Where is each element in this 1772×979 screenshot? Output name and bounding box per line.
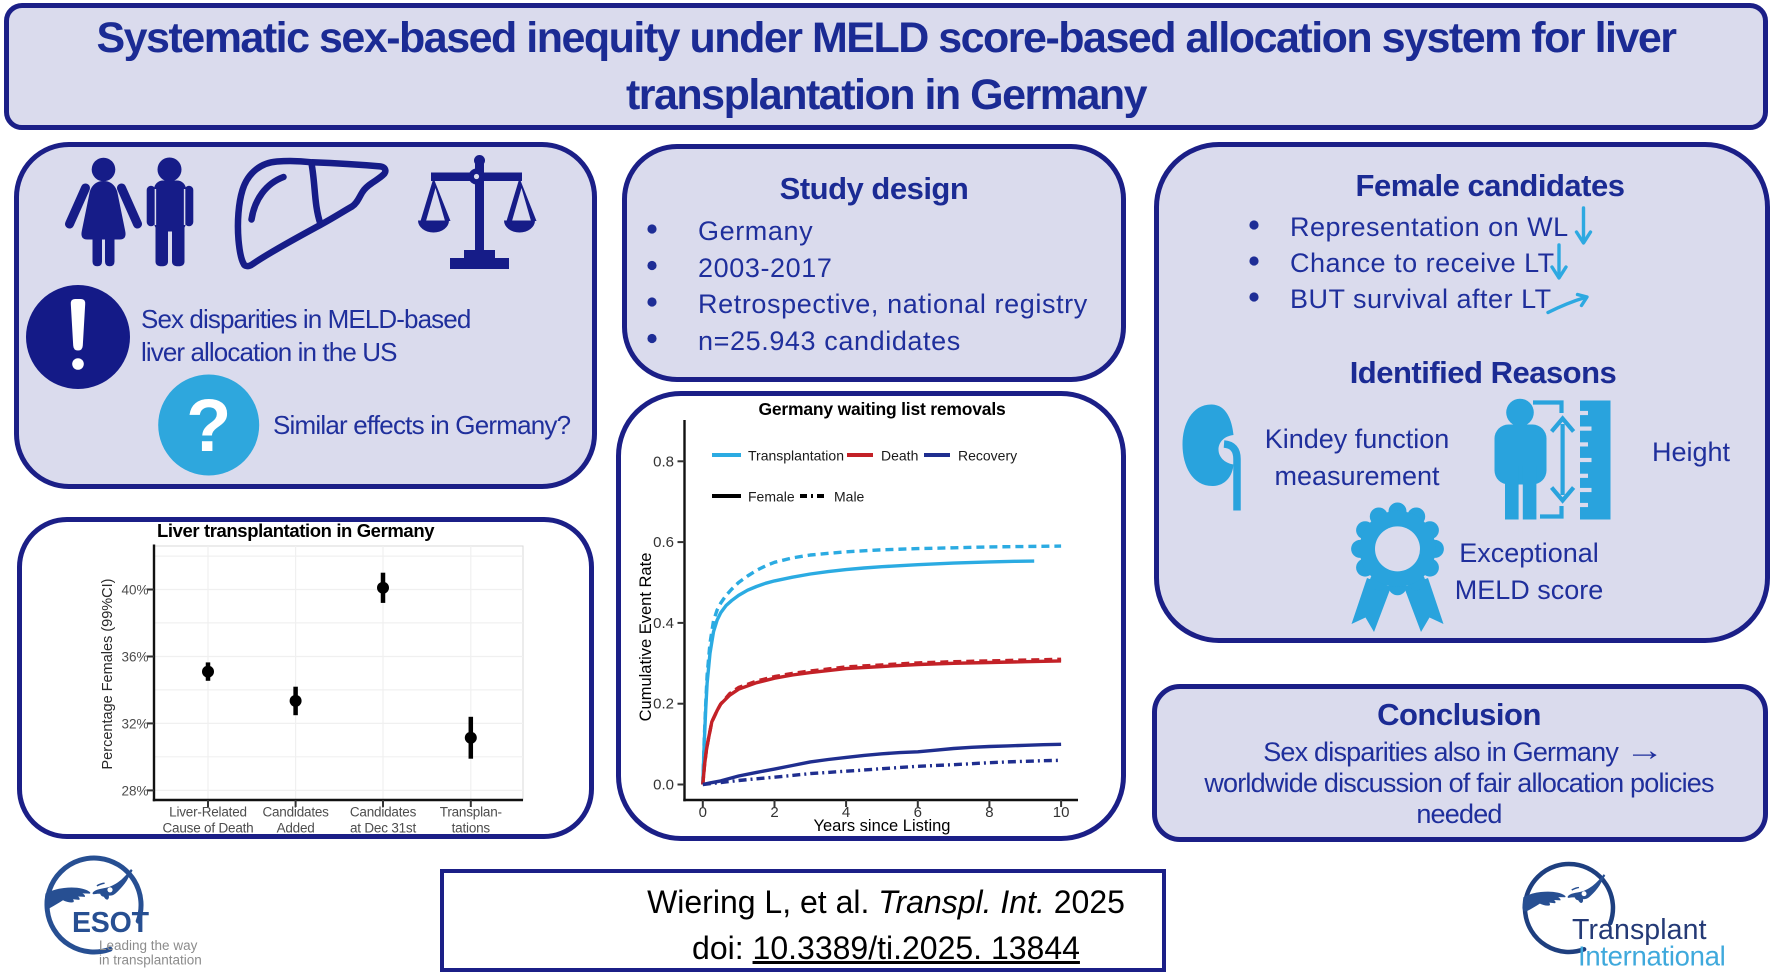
svg-text:Death: Death <box>881 448 918 464</box>
svg-text:Female: Female <box>748 489 795 505</box>
svg-text:Male: Male <box>834 489 865 505</box>
svg-text:Recovery: Recovery <box>958 448 1017 464</box>
svg-text:Liver-Related: Liver-Related <box>169 805 247 820</box>
svg-text:2: 2 <box>770 804 778 821</box>
svg-text:Cumulative Event Rate: Cumulative Event Rate <box>637 553 655 722</box>
svg-text:at Dec 31st: at Dec 31st <box>350 821 417 836</box>
svg-text:10: 10 <box>1053 804 1070 821</box>
svg-text:?: ? <box>186 384 231 467</box>
svg-text:Liver transplantation in Germa: Liver transplantation in Germany <box>157 520 435 541</box>
svg-text:Candidates: Candidates <box>350 805 417 820</box>
svg-text:0.0: 0.0 <box>653 777 674 794</box>
svg-text:40%: 40% <box>121 582 148 597</box>
svg-text:8: 8 <box>985 804 993 821</box>
svg-text:0.2: 0.2 <box>653 696 674 713</box>
svg-text:Years since Listing: Years since Listing <box>814 817 951 835</box>
svg-text:Added: Added <box>277 821 315 836</box>
svg-text:0.8: 0.8 <box>653 453 674 470</box>
svg-text:ESOT: ESOT <box>72 907 150 939</box>
svg-text:in transplantation: in transplantation <box>99 953 202 968</box>
svg-text:6: 6 <box>914 804 922 821</box>
svg-text:Cause of Death: Cause of Death <box>162 821 253 836</box>
svg-text:0.6: 0.6 <box>653 534 674 551</box>
svg-text:28%: 28% <box>121 783 148 798</box>
svg-text:Leading the way: Leading the way <box>99 938 198 953</box>
svg-text:tations: tations <box>452 821 491 836</box>
svg-text:4: 4 <box>842 804 850 821</box>
svg-text:Transplan-: Transplan- <box>440 805 502 820</box>
svg-text:Percentage Females (99%CI): Percentage Females (99%CI) <box>100 579 116 770</box>
svg-text:Transplantation: Transplantation <box>748 448 844 464</box>
svg-text:0: 0 <box>699 804 707 821</box>
svg-text:Germany waiting list removals: Germany waiting list removals <box>758 399 1006 419</box>
svg-text:36%: 36% <box>121 649 148 664</box>
svg-text:International: International <box>1578 941 1725 972</box>
svg-text:Candidates: Candidates <box>262 805 329 820</box>
svg-text:32%: 32% <box>121 716 148 731</box>
svg-text:0.4: 0.4 <box>653 615 674 632</box>
svg-text:Transplant: Transplant <box>1572 914 1707 946</box>
